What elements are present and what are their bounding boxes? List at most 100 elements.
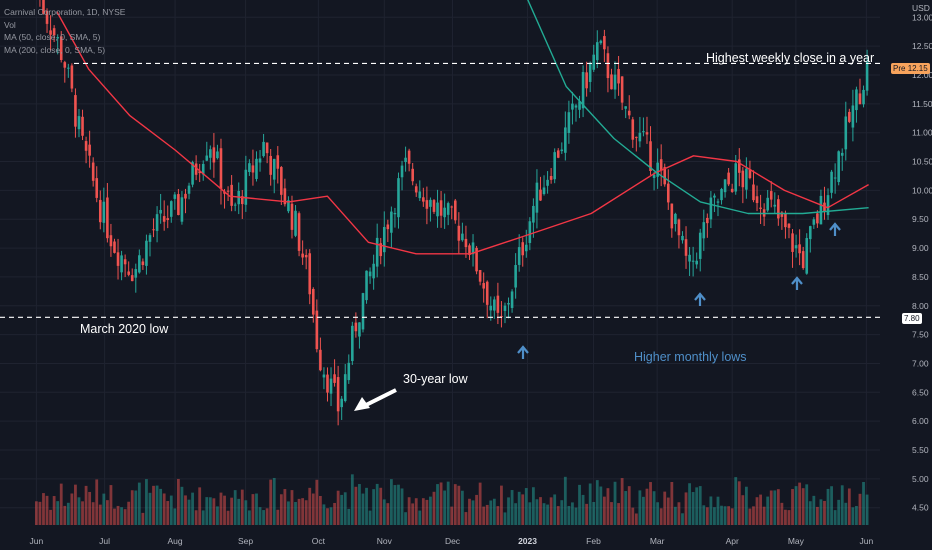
candle-body [191, 162, 194, 185]
volume-bar [34, 501, 38, 525]
candle-body [656, 162, 659, 177]
candle-body [595, 42, 599, 61]
volume-bar [247, 510, 251, 525]
candle-body [116, 252, 120, 266]
legend-ma50[interactable]: MA (50, close, 0, SMA, 5) [4, 32, 101, 42]
volume-bar [574, 507, 578, 525]
candle-body [539, 189, 542, 201]
x-tick-label: Jul [99, 536, 110, 546]
volume-bar [673, 506, 677, 525]
candle-body [493, 299, 496, 311]
volume-bar [283, 489, 287, 525]
candle-body [166, 218, 170, 221]
volume-bar [567, 506, 571, 525]
candle-body [233, 204, 237, 206]
candle-body [351, 325, 354, 362]
volume-bar [524, 488, 528, 525]
candle-body [251, 165, 255, 173]
candle-body [606, 53, 610, 79]
volume-bar [116, 505, 120, 525]
volume-bar [421, 498, 425, 525]
candle-body [336, 377, 340, 412]
volume-bar [716, 496, 720, 525]
legend-symbol[interactable]: Carnival Corporation, 1D, NYSE [4, 7, 126, 17]
candle-body [365, 270, 368, 301]
candle-body [507, 303, 510, 305]
volume-bar [350, 474, 354, 525]
volume-bar [521, 494, 525, 525]
candle-body [130, 275, 134, 282]
volume-bar [492, 498, 496, 525]
legend-ma200[interactable]: MA (200, close, 0, SMA, 5) [4, 44, 106, 55]
y-tick-label: 8.50 [912, 272, 929, 282]
candle-body [219, 148, 223, 189]
volume-bar [336, 490, 340, 525]
candle-body [592, 54, 596, 70]
candle-body [333, 374, 336, 383]
candle-body [457, 225, 461, 241]
candle-body [535, 182, 539, 213]
volume-bar [322, 504, 326, 525]
candle-body [617, 69, 620, 84]
volume-bar [837, 499, 841, 525]
volume-bar [120, 507, 123, 525]
volume-bar [379, 487, 383, 525]
candle-body [748, 168, 752, 179]
candle-body [560, 149, 564, 152]
volume-bar [269, 479, 273, 525]
candle-body [397, 178, 400, 218]
price-axis[interactable]: 13.00 12.50 12.00 11.50 11.00 10.50 10.00 9.50 9… [912, 3, 932, 513]
volume-bar [730, 508, 734, 525]
candle-body [549, 176, 553, 180]
candle-body [134, 269, 138, 278]
candle-body [865, 61, 869, 91]
candle-body [585, 72, 588, 89]
candle-body [120, 255, 123, 273]
candle-body [649, 141, 652, 171]
candle-body [91, 162, 95, 181]
legend-volume[interactable]: Vol [4, 19, 16, 30]
candle-body [42, 0, 45, 14]
volume-bar [42, 493, 45, 525]
volume-bar [95, 479, 99, 525]
candle-body [695, 260, 698, 265]
volume-bar [318, 495, 322, 525]
volume-bar [581, 494, 585, 525]
ma200-line[interactable] [525, 0, 869, 215]
candle-body [375, 237, 379, 267]
candle-body [422, 197, 425, 202]
volume-bar [539, 497, 542, 525]
key-levels [0, 62, 880, 318]
candle-body [613, 74, 617, 90]
candle-body [745, 168, 748, 190]
candle-body [688, 254, 691, 262]
volume-bar [287, 501, 290, 525]
volume-bar [425, 499, 429, 525]
candle-body [844, 116, 848, 150]
candle-body [652, 174, 656, 178]
candle-body [63, 62, 67, 68]
ma50-line[interactable] [56, 11, 869, 255]
candle-body [798, 244, 801, 254]
volume-bar [91, 502, 95, 525]
candle-body [425, 200, 429, 209]
candle-body [255, 158, 258, 179]
candle-body [812, 219, 816, 225]
candle-body [354, 322, 358, 332]
volume-bar [681, 513, 684, 525]
candle-body [450, 206, 454, 208]
volume-bar [776, 489, 780, 525]
candle-body [361, 293, 365, 330]
volume-bar [815, 506, 819, 525]
volume-bar [404, 512, 407, 525]
volume-bar [627, 486, 631, 525]
candle-body [858, 93, 862, 105]
y-tick-label: 13.00 [912, 12, 932, 22]
candle-body [478, 270, 482, 282]
candle-body [624, 106, 627, 109]
time-axis[interactable]: Jun Jul Aug Sep Oct Nov Dec 2023 Feb Mar Apr May Jun [30, 536, 874, 546]
volume-bar [794, 486, 798, 525]
candle-body [791, 233, 794, 252]
candle-body [393, 213, 397, 215]
